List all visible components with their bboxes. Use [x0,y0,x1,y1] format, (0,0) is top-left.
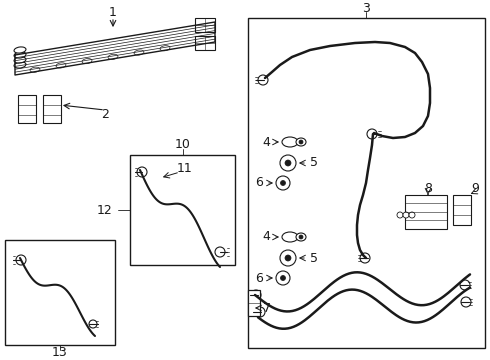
Bar [405,195,447,229]
Circle shape [461,297,471,307]
Circle shape [299,235,303,239]
Circle shape [137,167,147,177]
Circle shape [255,307,265,317]
Circle shape [367,129,377,139]
Polygon shape [15,22,215,75]
Text: 4: 4 [262,135,270,148]
Ellipse shape [14,57,26,63]
Circle shape [280,275,286,280]
Ellipse shape [296,138,306,146]
Bar [5,240,115,345]
Circle shape [397,212,403,218]
Ellipse shape [30,67,40,72]
Circle shape [280,180,286,185]
Ellipse shape [296,233,306,241]
Ellipse shape [14,47,26,53]
Circle shape [403,212,409,218]
Circle shape [280,155,296,171]
Bar [43,95,61,123]
Bar [18,95,36,123]
Circle shape [215,247,225,257]
Text: 8: 8 [424,181,432,194]
Ellipse shape [282,137,298,147]
Text: 11: 11 [177,162,193,175]
Ellipse shape [134,50,144,55]
Text: 3: 3 [362,3,370,15]
Circle shape [285,160,291,166]
Text: 5: 5 [310,252,318,265]
Text: 6: 6 [255,271,263,284]
Circle shape [285,255,291,261]
Ellipse shape [14,52,26,58]
Circle shape [299,140,303,144]
Text: 9: 9 [471,181,479,194]
Circle shape [460,280,470,290]
Ellipse shape [14,62,26,68]
Circle shape [409,212,415,218]
Text: 5: 5 [310,157,318,170]
Text: 13: 13 [52,346,68,359]
Text: 6: 6 [255,176,263,189]
Circle shape [276,271,290,285]
Bar [453,195,471,225]
Bar [195,36,215,50]
Text: 12: 12 [96,203,112,216]
Ellipse shape [82,59,92,64]
Circle shape [251,290,261,300]
Bar [248,18,485,348]
Text: 2: 2 [101,108,109,122]
Ellipse shape [108,54,118,59]
Circle shape [258,75,268,85]
Text: 4: 4 [262,230,270,243]
Bar [130,155,235,265]
Circle shape [360,253,370,263]
Circle shape [276,176,290,190]
Ellipse shape [160,46,170,51]
Ellipse shape [282,232,298,242]
Text: 1: 1 [109,6,117,19]
Text: 7: 7 [263,302,271,315]
Bar [195,18,215,32]
Ellipse shape [56,63,66,68]
Circle shape [280,250,296,266]
Text: 10: 10 [175,139,191,152]
Circle shape [89,320,97,328]
Circle shape [16,255,26,265]
Bar [248,290,260,316]
